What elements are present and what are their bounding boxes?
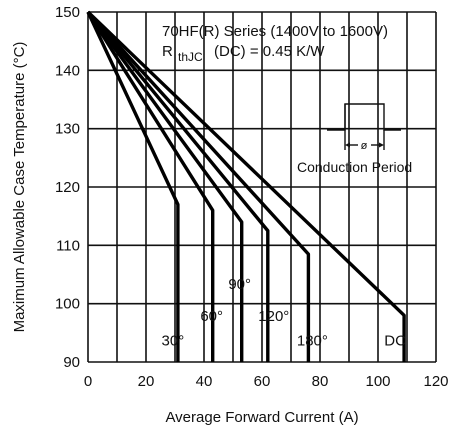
curve-label: 60° [200,308,223,325]
curve-90deg [86,10,244,362]
x-tick-label: 0 [84,373,92,390]
curve-60deg [86,11,215,362]
grid [87,11,437,363]
x-tick-label: 60 [254,373,271,390]
rth-annotation-suffix: (DC) = 0.45 K/W [214,43,325,60]
conduction-period-icon [327,103,401,150]
curve-label: 90° [228,276,251,293]
x-tick-label: 120 [423,373,448,390]
y-tick-label: 140 [55,62,80,79]
y-tick-label: 120 [55,179,80,196]
curve-labels: 30° 60° 90° 120° 180° DC [162,276,407,350]
curve-30deg [86,11,180,362]
curves [86,10,406,362]
x-axis-label: Average Forward Current (A) [165,409,358,426]
y-tick-label: 110 [56,237,80,254]
y-tick-label: 100 [55,296,80,313]
curve-dc [86,10,406,362]
y-tick-labels: 90 100 110 120 130 140 150 [55,4,80,371]
phi-symbol: ø [361,140,368,152]
curve-180deg [86,10,311,362]
curve-label: DC [384,333,406,350]
series-annotation: 70HF(R) Series (1400V to 1600V) [162,23,388,40]
y-tick-label: 130 [55,121,80,138]
curve-label: 120° [258,308,289,325]
y-tick-label: 150 [55,4,80,21]
x-tick-labels: 0 20 40 60 80 100 120 [84,373,449,390]
x-tick-label: 40 [196,373,213,390]
curve-120deg [86,10,270,362]
x-tick-label: 20 [138,373,155,390]
x-tick-label: 80 [312,373,329,390]
x-tick-label: 100 [365,373,390,390]
rth-annotation-subscript: thJC [178,50,203,64]
conduction-period-label: Conduction Period [297,159,412,175]
curve-label: 180° [297,333,328,350]
curve-label: 30° [162,333,185,350]
rth-annotation-prefix: R [162,43,173,60]
y-tick-label: 90 [63,354,80,371]
y-axis-label: Maximum Allowable Case Temperature (°C) [11,42,28,333]
